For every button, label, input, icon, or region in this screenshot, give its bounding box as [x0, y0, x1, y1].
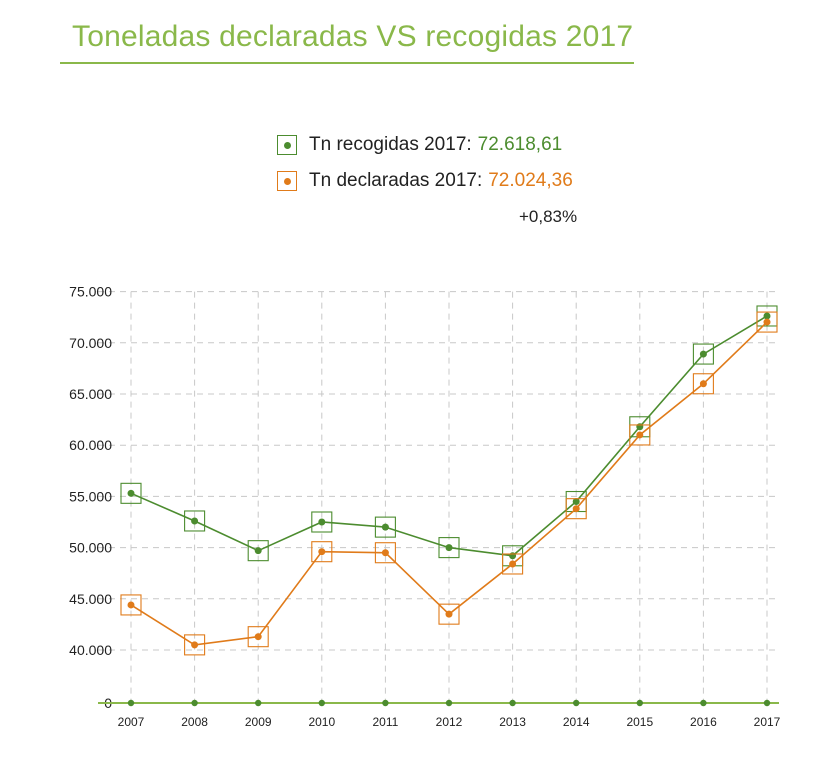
data-point-box-recogidas	[692, 343, 714, 365]
x-tick-label: 2013	[499, 715, 526, 729]
data-point-declaradas	[699, 380, 707, 388]
legend-item-recogidas: Tn recogidas 2017: 72.618,61	[277, 132, 562, 158]
x-tick-label: 2016	[690, 715, 717, 729]
data-point-box-declaradas	[756, 311, 778, 333]
y-tick-label: 45.000	[69, 591, 112, 607]
data-point-recogidas	[509, 552, 517, 560]
legend-label-declaradas: Tn declaradas 2017:	[309, 170, 483, 191]
data-point-box-declaradas	[565, 498, 587, 520]
data-point-recogidas	[191, 517, 199, 525]
data-point-declaradas	[318, 548, 326, 556]
baseline-dot	[445, 699, 453, 707]
data-point-box-declaradas	[184, 634, 206, 656]
x-tick-label: 2014	[563, 715, 590, 729]
data-point-box-declaradas	[629, 424, 651, 446]
x-tick-label: 2007	[118, 715, 145, 729]
x-tick-label: 2011	[372, 715, 398, 729]
legend-value-recogidas: 72.618,61	[477, 134, 563, 155]
baseline-dot	[318, 699, 325, 707]
y-tick-label: 55.000	[69, 488, 112, 504]
baseline-dot	[127, 699, 135, 707]
data-point-box-recogidas	[311, 511, 333, 533]
data-point-declaradas	[381, 549, 389, 557]
y-tick-label: 60.000	[69, 437, 112, 453]
baseline-dot	[700, 699, 707, 707]
data-point-declaradas	[445, 610, 453, 618]
baseline-dot	[636, 699, 643, 707]
data-point-box-recogidas	[120, 482, 142, 504]
data-point-declaradas	[572, 505, 580, 513]
data-point-declaradas	[763, 318, 771, 326]
data-point-box-recogidas	[438, 537, 460, 559]
data-point-recogidas	[127, 489, 135, 497]
x-tick-label: 2010	[308, 715, 335, 729]
data-point-recogidas	[636, 423, 644, 431]
x-tick-label: 2008	[181, 715, 208, 729]
y-tick-label: 70.000	[69, 335, 112, 351]
y-tick-label: 50.000	[69, 540, 112, 556]
x-tick-label: 2009	[245, 715, 272, 729]
data-point-box-recogidas	[374, 516, 396, 538]
data-point-recogidas	[763, 312, 771, 320]
data-point-box-declaradas	[247, 626, 269, 648]
data-point-declaradas	[636, 431, 644, 439]
data-point-recogidas	[699, 350, 707, 358]
data-point-declaradas	[127, 601, 135, 609]
data-point-recogidas	[445, 544, 453, 552]
data-point-declaradas	[509, 560, 517, 568]
baseline-dot	[191, 699, 198, 707]
data-point-box-declaradas	[438, 603, 460, 625]
data-point-recogidas	[318, 518, 326, 526]
data-point-declaradas	[191, 641, 199, 649]
y-tick-label: 65.000	[69, 386, 112, 402]
data-point-box-declaradas	[311, 541, 333, 563]
baseline-dot	[255, 699, 262, 707]
data-point-box-declaradas	[120, 594, 142, 616]
baseline-dot	[509, 699, 516, 707]
x-tick-label: 2015	[626, 715, 653, 729]
title-underline	[60, 62, 634, 64]
data-point-recogidas	[254, 547, 262, 555]
data-point-box-declaradas	[374, 542, 396, 564]
data-point-box-declaradas	[692, 373, 714, 395]
data-point-box-declaradas	[502, 553, 524, 575]
legend-marker-declaradas	[277, 171, 297, 191]
legend-value-declaradas: 72.024,36	[488, 170, 573, 191]
baseline-dot	[382, 699, 389, 707]
data-point-box-recogidas	[184, 510, 206, 532]
data-point-recogidas	[572, 498, 580, 506]
difference-percentage: +0,83%	[519, 207, 578, 226]
chart-title: Toneladas declaradas VS recogidas 2017	[72, 20, 634, 53]
legend-label-recogidas: Tn recogidas 2017:	[309, 134, 472, 155]
data-point-declaradas	[254, 633, 262, 641]
data-point-box-recogidas	[247, 540, 269, 562]
baseline-dot	[763, 699, 771, 707]
legend-item-declaradas: Tn declaradas 2017: 72.024,36	[277, 168, 573, 194]
y-tick-label: 40.000	[69, 642, 112, 658]
legend-marker-recogidas	[277, 135, 297, 155]
y-tick-label: 75.000	[69, 284, 112, 300]
data-point-recogidas	[381, 523, 389, 531]
x-tick-label: 2017	[754, 715, 781, 729]
baseline-dot	[573, 699, 580, 707]
x-tick-label: 2012	[436, 715, 463, 729]
